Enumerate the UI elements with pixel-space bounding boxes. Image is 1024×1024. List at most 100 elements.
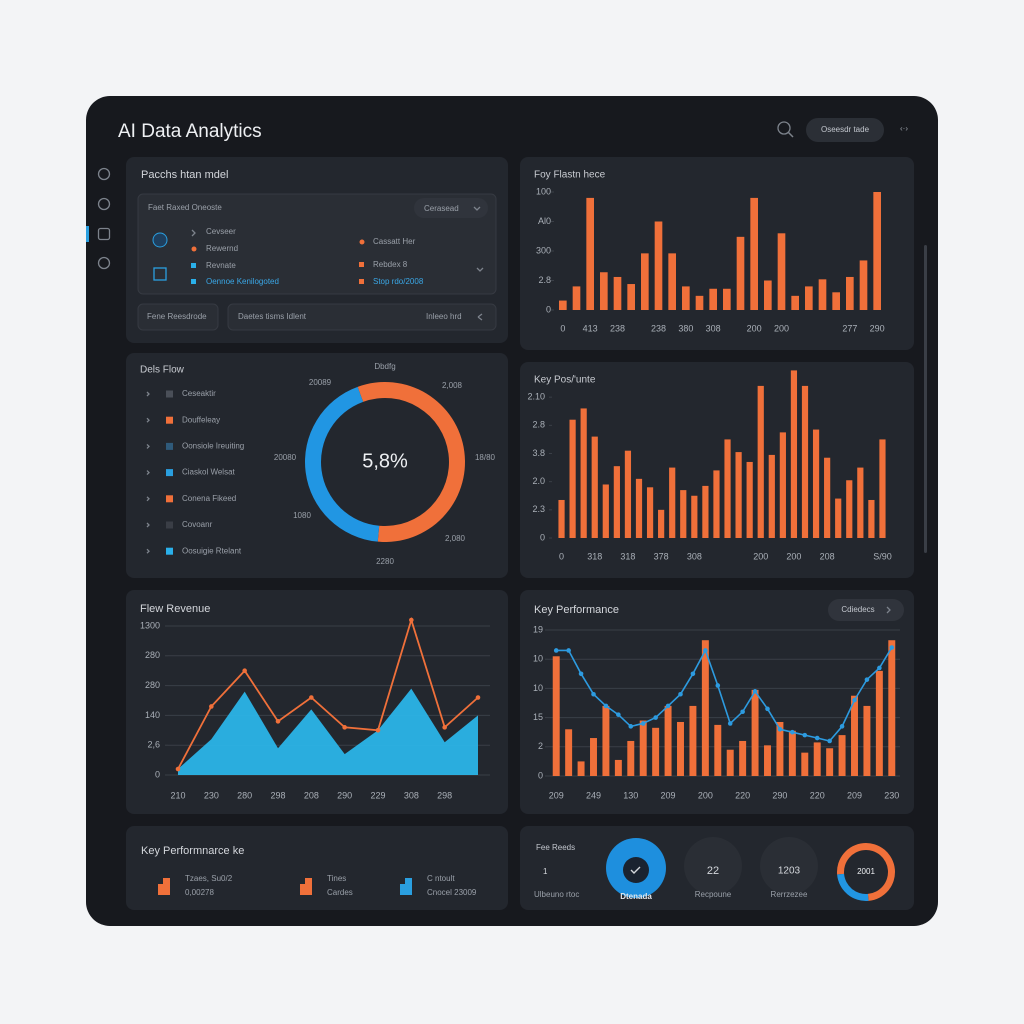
bar [669, 467, 676, 538]
input-action[interactable]: Inleeo hrd [426, 312, 462, 321]
legend-chevron [146, 391, 150, 397]
x-tick-label: 290 [337, 790, 352, 800]
point [342, 725, 347, 730]
point [864, 677, 870, 682]
x-tick-label: 378 [654, 551, 669, 561]
nav-active-indicator [86, 226, 89, 242]
bar [812, 429, 820, 538]
kpi-value: 1 [543, 867, 548, 876]
bar [565, 729, 573, 776]
nav-icon[interactable] [97, 197, 111, 211]
bar [824, 457, 831, 538]
y-tick-label: 280 [145, 680, 160, 690]
search-icon[interactable] [777, 121, 794, 138]
bar [677, 721, 684, 776]
kpi-icon [405, 878, 412, 895]
y-tick-label: 2 [538, 741, 543, 751]
model-item: Rebdex 8 [373, 260, 408, 269]
bar [691, 495, 698, 538]
y-tick-label: 10 [533, 683, 543, 693]
model-item: Cevseer [206, 227, 236, 236]
card [520, 362, 914, 578]
expand-chevron[interactable] [476, 267, 484, 272]
bar [702, 485, 709, 538]
kpi-ring [760, 837, 818, 895]
point [752, 689, 758, 694]
chart-button[interactable] [828, 599, 904, 621]
legend-label: Conena Fikeed [182, 494, 236, 503]
item-bullet [191, 246, 197, 252]
point [877, 665, 882, 671]
point [628, 724, 634, 729]
line [177, 616, 479, 770]
bar [572, 286, 581, 310]
bar [801, 385, 809, 538]
x-tick-label: 413 [583, 323, 598, 333]
donut-annotation: 2280 [376, 557, 394, 566]
donut-annotation: 2,008 [442, 381, 463, 390]
bar [614, 759, 622, 776]
item-bullet [191, 263, 196, 268]
model-item: Oennoe Kenilogoted [206, 277, 279, 286]
y-tick-label: Al0 [538, 216, 551, 226]
legend-swatch [166, 495, 173, 503]
point [839, 724, 845, 729]
header-nav[interactable]: ‹·› [900, 124, 908, 133]
y-tick-label: 140 [145, 710, 160, 720]
x-tick-label: 290 [870, 323, 885, 333]
bar [664, 705, 672, 776]
point [640, 721, 646, 726]
input-field[interactable] [227, 303, 497, 331]
x-tick-label: 308 [687, 551, 702, 561]
bar [735, 452, 742, 538]
donut-center-label: 2001 [857, 867, 875, 876]
bar [764, 745, 771, 776]
point [814, 735, 820, 741]
button[interactable] [137, 303, 219, 331]
nav-icon[interactable] [97, 256, 111, 270]
status-ring-inner [623, 857, 649, 883]
point [275, 719, 281, 724]
card-title: Fee Reeds [536, 843, 575, 852]
bar [600, 272, 608, 310]
x-tick-label: 298 [270, 790, 285, 800]
bar [668, 253, 676, 310]
bar [726, 749, 734, 776]
y-tick-label: 1300 [140, 620, 160, 630]
donut-annotation: Dbdfg [374, 362, 395, 371]
legend-swatch [166, 390, 173, 398]
chart-title: Key Performance [534, 604, 619, 616]
y-tick-label: 0 [546, 304, 551, 314]
model-icon [152, 232, 168, 248]
dropdown[interactable] [414, 198, 488, 218]
sidebar [86, 167, 111, 270]
bar [613, 466, 620, 538]
bar [776, 721, 784, 776]
header-button[interactable] [806, 118, 884, 142]
header-button-label: Oseesdr tade [821, 125, 870, 134]
y-tick-label: 3.8 [532, 448, 545, 458]
nav-icon[interactable] [97, 227, 111, 241]
bar [627, 284, 635, 310]
point [409, 617, 414, 623]
donut-segment [304, 386, 380, 542]
bar [879, 439, 886, 538]
bar [586, 197, 594, 310]
legend-label: Oonsiole Ireuiting [182, 442, 244, 451]
x-tick-label: 308 [404, 790, 419, 800]
x-tick-label: 220 [735, 790, 750, 800]
bar [635, 478, 643, 538]
ring-value: 22 [707, 865, 719, 877]
y-tick-label: 100 [536, 186, 551, 196]
y-tick-label: 19 [533, 624, 543, 634]
scrollbar [924, 245, 927, 553]
nav-icon[interactable] [97, 167, 111, 181]
bar [851, 695, 858, 776]
point [665, 703, 671, 709]
chart-title: Dels Flow [140, 365, 185, 376]
bar [764, 280, 772, 310]
item-bullet [191, 279, 196, 284]
input-placeholder: Daetes tisms Idlent [238, 312, 307, 321]
x-tick-label: 220 [810, 790, 825, 800]
legend-swatch [166, 442, 173, 450]
